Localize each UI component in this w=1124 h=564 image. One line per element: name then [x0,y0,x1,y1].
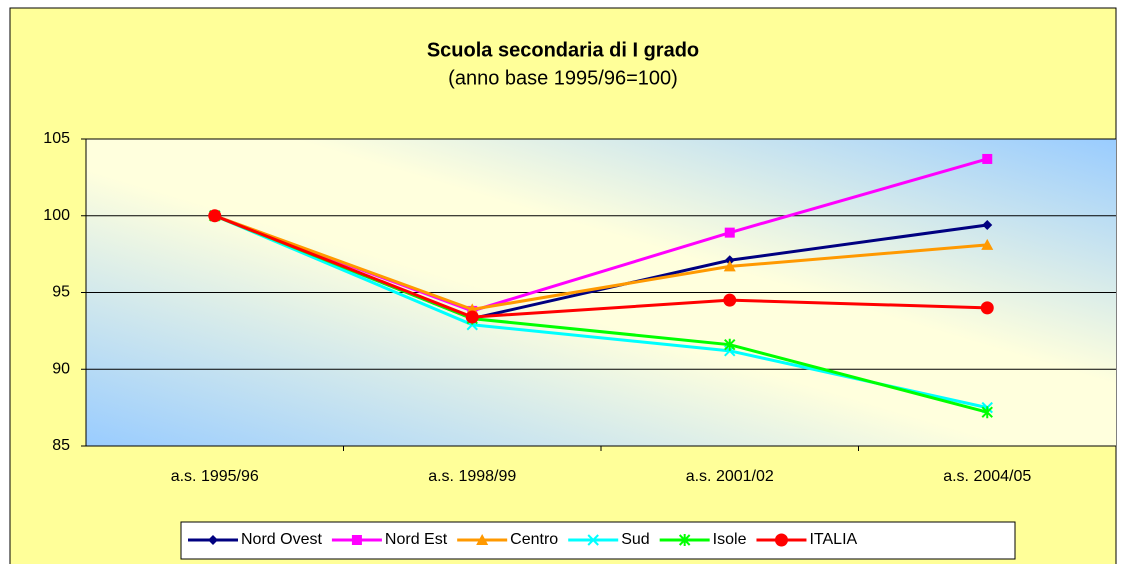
marker [208,535,218,545]
legend-label: Centro [510,531,558,548]
y-tick-label: 95 [52,284,70,301]
marker [724,255,735,266]
y-tick-label: 105 [43,130,70,147]
marker [980,301,994,315]
marker [982,219,993,230]
legend-label: Sud [621,531,649,548]
marker [774,533,788,547]
chart-subtitle: (anno base 1995/96=100) [448,67,678,89]
marker [476,534,489,545]
series-line [214,214,988,319]
legend-label: Nord Ovest [241,531,322,548]
marker [723,260,736,272]
marker [351,535,362,545]
marker [724,338,736,351]
legend-label: Isole [713,531,747,548]
x-tick-label: a.s. 1995/96 [171,468,259,485]
x-tick-label: a.s. 2001/02 [686,468,774,485]
marker [208,209,222,223]
marker [981,238,994,250]
y-tick-label: 90 [52,360,70,377]
marker [724,227,735,238]
y-tick-label: 85 [52,437,70,454]
marker [982,153,993,164]
series-line [214,214,988,311]
legend-label: Nord Est [385,531,448,548]
y-tick-label: 100 [43,207,70,224]
x-tick-label: a.s. 1998/99 [428,468,516,485]
legend-label: ITALIA [809,531,857,548]
marker [981,406,993,419]
marker [587,534,599,546]
chart-title: Scuola secondaria di I grado [427,39,699,61]
marker [465,310,479,324]
x-tick-label: a.s. 2004/05 [943,468,1031,485]
marker [723,293,737,307]
marker [678,534,691,546]
